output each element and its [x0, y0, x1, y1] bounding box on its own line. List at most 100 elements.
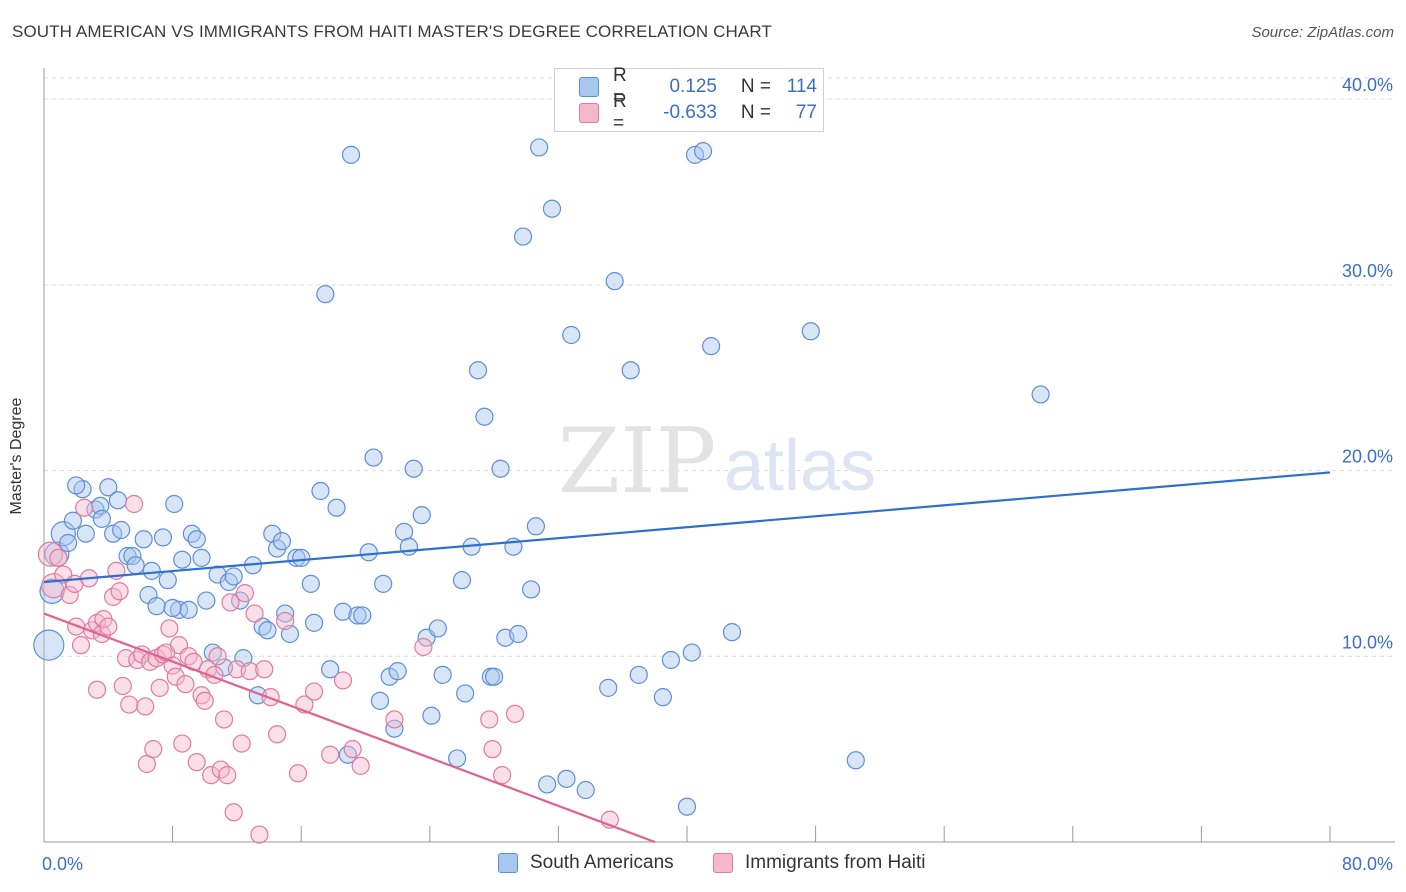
south-american-point: [341, 145, 361, 164]
legend-label: Immigrants from Haiti: [745, 852, 926, 873]
axes: [43, 68, 1395, 843]
south-american-point: [108, 491, 128, 510]
x-tick-label: 80.0%: [1342, 854, 1393, 874]
haiti-point: [71, 636, 91, 655]
south-american-point: [50, 521, 76, 547]
haiti-point: [218, 766, 237, 785]
haiti-point: [321, 745, 340, 764]
haiti-point: [267, 725, 287, 744]
south-american-point: [316, 285, 335, 304]
haiti-point: [195, 691, 214, 710]
south-american-point: [562, 325, 581, 345]
haiti-point: [110, 582, 129, 601]
haiti-point: [304, 682, 324, 701]
south-american-point: [333, 602, 353, 621]
south-american-point: [433, 665, 452, 684]
south-american-point: [448, 749, 467, 768]
south-american-point: [576, 780, 595, 800]
south-american-point: [208, 565, 227, 584]
haiti-point: [333, 671, 353, 690]
haiti-point: [235, 584, 255, 603]
south-american-point: [338, 745, 357, 764]
haiti-point: [75, 498, 94, 517]
haiti-point: [99, 617, 118, 636]
legend-r-label: R =: [613, 91, 627, 134]
south-american-trend-line: [43, 471, 1331, 584]
haiti-point: [187, 753, 206, 772]
haiti-point: [232, 734, 251, 753]
south-american-point: [158, 571, 177, 590]
haiti-point: [493, 766, 512, 785]
data-points: [33, 138, 1050, 844]
haiti-point: [150, 678, 169, 697]
south-american-point: [682, 643, 701, 662]
y-tick-label: 40.0%: [1342, 75, 1393, 95]
south-american-point: [224, 567, 243, 586]
south-american-point: [661, 650, 681, 670]
legend-item-haiti[interactable]: Immigrants from Haiti: [713, 852, 926, 874]
haiti-point: [483, 740, 502, 759]
y-tick-label: 30.0%: [1342, 261, 1393, 281]
south-american-point: [153, 528, 173, 547]
tick-labels: 10.0% 20.0% 30.0% 40.0% 0.0% 80.0%: [42, 75, 1393, 874]
series-legend: South Americans Immigrants from Haiti: [0, 852, 1406, 878]
haiti-point: [144, 740, 163, 759]
watermark-zip: ZIP: [558, 409, 717, 514]
south-american-point: [399, 537, 419, 556]
south-american-point: [538, 775, 557, 794]
haiti-point: [385, 710, 404, 729]
haiti-point: [60, 585, 79, 605]
south-american-point: [163, 598, 182, 618]
south-american-point: [112, 520, 131, 540]
south-american-point: [359, 543, 378, 562]
south-american-point: [192, 548, 211, 567]
south-american-point: [404, 459, 423, 478]
legend-r-value: 0.125: [669, 76, 717, 97]
haiti-point: [414, 637, 433, 657]
chart-title: SOUTH AMERICAN VS IMMIGRANTS FROM HAITI …: [12, 22, 772, 41]
south-american-point: [276, 604, 295, 623]
haiti-point: [202, 766, 221, 785]
correlation-legend: R = 0.125 N = 114 R = -0.633 N = 77: [554, 65, 824, 134]
south-american-point: [456, 684, 475, 703]
south-american-point: [219, 572, 238, 592]
south-american-point: [370, 691, 390, 710]
haiti-point: [49, 548, 68, 567]
legend-label: South Americans: [530, 852, 674, 873]
watermark-atlas: atlas: [724, 426, 876, 506]
haiti-point: [166, 667, 185, 686]
haiti-point: [351, 756, 370, 775]
south-american-point: [385, 719, 404, 738]
haiti-point: [261, 688, 280, 707]
haiti-point: [505, 704, 525, 723]
legend-item-south-americans[interactable]: South Americans: [498, 852, 674, 874]
south-american-point: [599, 678, 618, 697]
south-american-point: [258, 621, 277, 640]
south-american-point: [521, 580, 541, 599]
south-american-point: [452, 571, 472, 590]
legend-swatch-blue: [498, 853, 518, 873]
haiti-point: [208, 647, 227, 666]
south-american-point: [173, 550, 192, 569]
haiti-point: [250, 825, 269, 844]
south-american-point: [182, 524, 201, 543]
legend-r-value: -0.633: [663, 102, 717, 123]
south-american-point: [147, 597, 166, 616]
south-american-point: [197, 591, 216, 610]
south-american-point: [509, 624, 528, 644]
legend-n-value: 77: [795, 102, 817, 123]
south-american-point: [179, 600, 198, 619]
south-american-point: [428, 619, 447, 638]
haiti-point: [214, 710, 234, 729]
south-american-point: [92, 509, 111, 528]
south-american-point: [287, 548, 306, 567]
south-american-point: [59, 533, 78, 553]
south-american-point: [388, 662, 407, 681]
watermark: ZIP atlas: [558, 409, 876, 514]
trend-lines: [43, 471, 1331, 844]
south-american-point: [468, 361, 488, 380]
haiti-point: [124, 494, 144, 514]
haiti-point: [288, 764, 308, 783]
south-american-point: [321, 660, 340, 679]
haiti-point: [224, 803, 243, 822]
